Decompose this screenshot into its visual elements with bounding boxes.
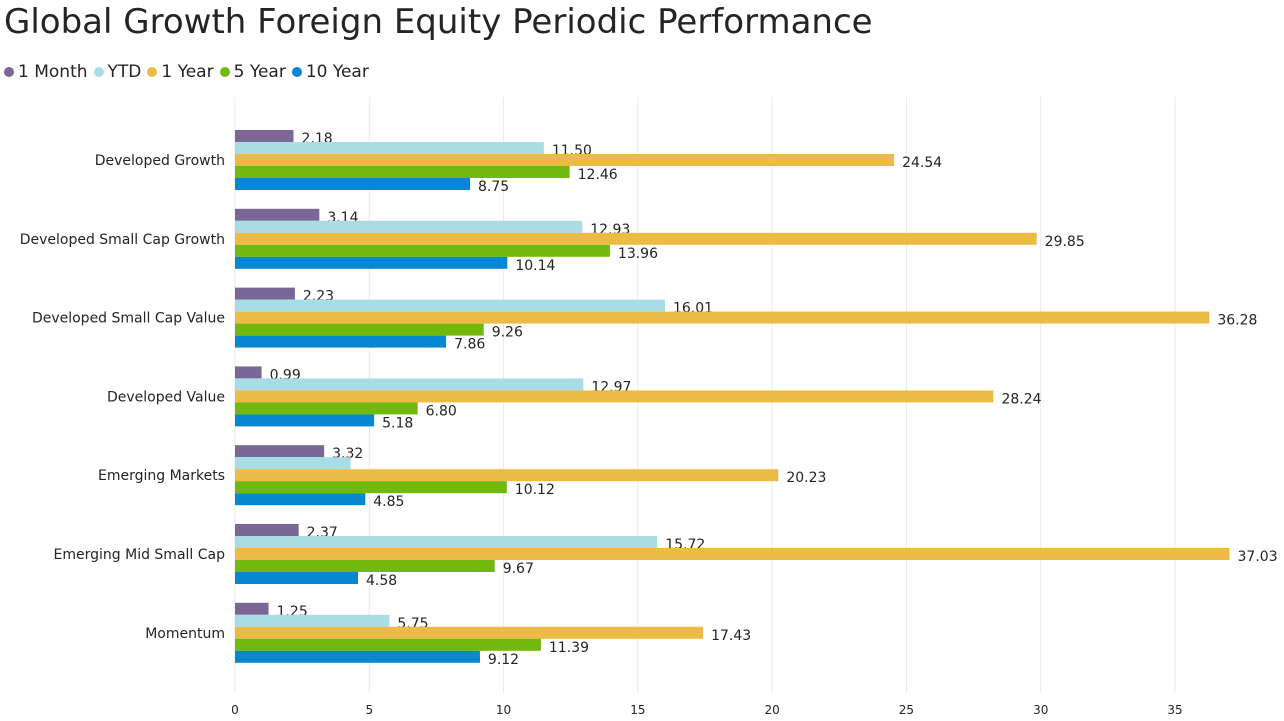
data-label: 28.24	[1001, 391, 1041, 407]
bar	[235, 614, 390, 627]
bar	[235, 560, 495, 572]
x-tick-label: 35	[1167, 703, 1182, 717]
legend-swatch	[93, 67, 104, 77]
category-label: Developed Value	[107, 389, 225, 405]
legend-label: 1 Month	[18, 62, 88, 82]
bar	[235, 378, 584, 391]
data-label: 17.43	[711, 628, 751, 644]
legend-label: 1 Year	[161, 62, 214, 82]
bar	[235, 232, 1037, 245]
data-label: 36.28	[1217, 313, 1257, 329]
bar	[235, 323, 484, 336]
legend-item[interactable]: YTD	[93, 62, 142, 82]
data-label: 4.85	[373, 494, 404, 510]
bar	[235, 244, 610, 257]
bar	[235, 457, 351, 470]
category-label: Momentum	[145, 626, 225, 642]
data-label: 10.12	[515, 482, 555, 498]
x-tick-label: 25	[899, 703, 914, 717]
legend-swatch	[4, 67, 14, 77]
category-label: Emerging Mid Small Cap	[54, 547, 226, 563]
legend-item[interactable]: 5 Year	[219, 62, 286, 82]
bar	[235, 208, 320, 221]
bar	[235, 287, 295, 300]
bar	[235, 130, 294, 142]
bar	[235, 650, 480, 663]
bar	[235, 366, 262, 379]
data-label: 12.46	[578, 167, 618, 183]
bar	[235, 626, 704, 639]
chart-title: Global Growth Foreign Equity Periodic Pe…	[4, 2, 873, 42]
bar	[235, 481, 507, 494]
category-label: Developed Growth	[95, 153, 225, 169]
x-tick-label: 0	[231, 703, 239, 717]
bar	[235, 220, 583, 233]
data-label: 7.86	[454, 337, 485, 353]
bar	[235, 445, 325, 458]
data-label: 20.23	[786, 470, 826, 486]
legend-swatch	[147, 67, 158, 77]
x-tick-label: 30	[1033, 703, 1048, 717]
category-label: Developed Small Cap Growth	[20, 232, 225, 248]
legend-label: 5 Year	[233, 62, 286, 82]
bar	[235, 299, 665, 312]
legend-label: YTD	[107, 62, 142, 82]
legend-item[interactable]: 1 Year	[147, 62, 214, 82]
bar	[235, 335, 447, 348]
data-label: 10.14	[515, 258, 555, 274]
bar	[235, 390, 994, 403]
data-label: 37.03	[1238, 549, 1278, 565]
data-label: 24.54	[902, 155, 942, 171]
bar	[235, 142, 544, 154]
x-tick-label: 5	[365, 703, 373, 717]
bar	[235, 402, 418, 415]
data-label: 8.75	[478, 179, 509, 195]
bar	[235, 469, 779, 482]
bar	[235, 572, 359, 584]
bar	[235, 493, 366, 506]
data-label: 9.12	[488, 652, 519, 668]
data-label: 29.85	[1045, 234, 1085, 250]
legend-item[interactable]: 1 Month	[4, 62, 88, 82]
data-label: 9.26	[492, 325, 523, 341]
category-label: Emerging Markets	[98, 468, 225, 484]
data-label: 6.80	[426, 403, 457, 419]
bar	[235, 548, 1230, 560]
bar	[235, 154, 895, 166]
bar	[235, 536, 658, 548]
bar	[235, 638, 541, 651]
x-tick-label: 20	[765, 703, 780, 717]
bar	[235, 166, 570, 178]
legend-swatch	[219, 67, 230, 77]
data-label: 11.39	[549, 640, 589, 656]
bar	[235, 178, 470, 190]
legend-label: 10 Year	[305, 62, 369, 82]
legend-swatch	[291, 67, 302, 77]
x-tick-label: 10	[496, 703, 511, 717]
bar	[235, 311, 1210, 324]
data-label: 13.96	[618, 246, 658, 262]
data-label: 4.58	[366, 573, 397, 589]
bar	[235, 524, 299, 536]
bar	[235, 602, 269, 615]
chart-legend: 1 Month YTD 1 Year 5 Year 10 Year	[4, 62, 375, 82]
bar	[235, 256, 508, 269]
data-label: 5.18	[382, 415, 413, 431]
category-label: Developed Small Cap Value	[32, 311, 225, 327]
data-label: 9.67	[503, 561, 534, 577]
legend-item[interactable]: 10 Year	[291, 62, 369, 82]
bar	[235, 414, 375, 427]
x-tick-label: 15	[630, 703, 645, 717]
